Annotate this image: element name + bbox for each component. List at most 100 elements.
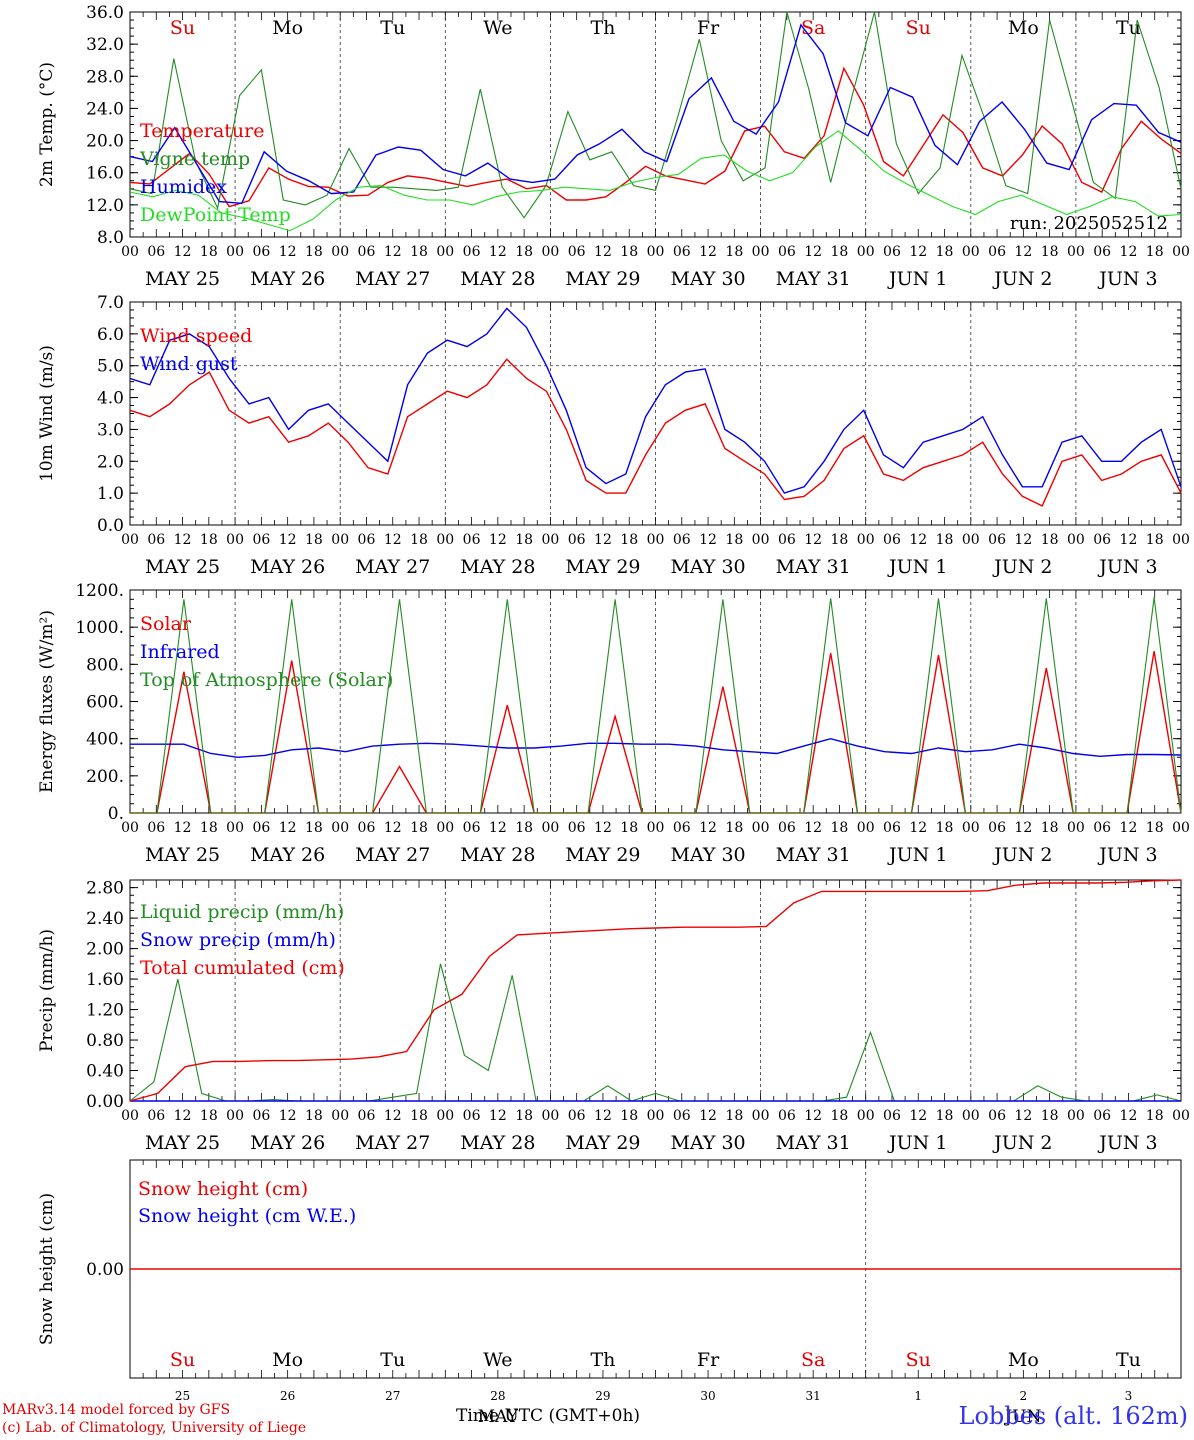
date-label: JUN 2 (992, 268, 1052, 290)
hour-label: 12 (699, 1108, 717, 1124)
y-tick-label: 12.0 (86, 196, 124, 216)
hour-label: 12 (279, 244, 297, 260)
hour-label: 12 (594, 1108, 612, 1124)
date-label: MAY 27 (355, 556, 430, 578)
y-tick-label: 20.0 (86, 132, 124, 152)
day-name: Tu (380, 1349, 405, 1371)
hour-label: 18 (410, 532, 428, 548)
y-tick-label: 3.0 (97, 420, 124, 440)
hour-label: 06 (988, 1108, 1006, 1124)
date-label: MAY 25 (145, 268, 220, 290)
day-number: 25 (175, 1389, 190, 1403)
series-line (130, 737, 1182, 759)
hour-label: 06 (673, 532, 691, 548)
hour-label: 06 (568, 244, 586, 260)
y-axis-title: 10m Wind (m/s) (37, 345, 57, 482)
date-label: MAY 28 (460, 1132, 535, 1154)
day-name: Fr (697, 17, 720, 39)
day-number: 3 (1125, 1389, 1133, 1403)
hour-label: 18 (515, 820, 533, 836)
series-line (129, 879, 1182, 1102)
hour-label: 12 (1120, 244, 1138, 260)
hour-label: 00 (857, 532, 875, 548)
legend-entry: Humidex (140, 176, 227, 198)
hour-label: 18 (305, 532, 323, 548)
series-line (129, 66, 1182, 208)
y-tick-label: 0.00 (86, 1260, 124, 1280)
hour-label: 06 (252, 1108, 270, 1124)
hour-label: 06 (252, 532, 270, 548)
y-tick-label: 0.00 (86, 1092, 124, 1112)
hour-label: 12 (174, 820, 192, 836)
hour-label: 12 (174, 244, 192, 260)
day-number: 2 (1020, 1389, 1028, 1403)
date-label: MAY 30 (670, 1132, 745, 1154)
y-tick-label: 1.0 (97, 484, 124, 504)
month-label: MAY (478, 1407, 519, 1427)
hour-label: 12 (909, 244, 927, 260)
panel-2: 0.0 1.0 2.0 3.0 4.0 5.0 6.0 7.0 10m Wind (m/s) 00… (37, 293, 1190, 578)
legend-entry: Snow precip (mm/h) (140, 929, 336, 951)
hour-label: 00 (752, 820, 770, 836)
hour-label: 18 (725, 1108, 743, 1124)
hour-label: 00 (121, 532, 139, 548)
hour-label: 18 (620, 244, 638, 260)
legend-entry: Solar (140, 613, 192, 635)
date-label: JUN 2 (992, 1132, 1052, 1154)
hour-label: 18 (1041, 1108, 1059, 1124)
hour-label: 00 (1067, 820, 1085, 836)
hour-label: 12 (909, 1108, 927, 1124)
series-line (129, 307, 1182, 494)
hour-label: 06 (358, 820, 376, 836)
hour-label: 18 (305, 820, 323, 836)
date-label: MAY 30 (670, 844, 745, 866)
date-label: MAY 25 (145, 1132, 220, 1154)
hour-label: 06 (1093, 1108, 1111, 1124)
date-label: MAY 31 (776, 1132, 851, 1154)
hour-label: 06 (778, 532, 796, 548)
y-tick-label: 8.0 (97, 228, 124, 248)
hour-label: 18 (1146, 532, 1164, 548)
hour-label: 06 (568, 1108, 586, 1124)
hour-label: 00 (1067, 244, 1085, 260)
y-tick-label: 2.0 (97, 452, 124, 472)
hour-label: 12 (699, 532, 717, 548)
hour-label: 00 (962, 820, 980, 836)
hour-label: 00 (962, 1108, 980, 1124)
panel-1: 8.0 12.0 16.0 20.0 24.0 28.0 32.0 36.0 2m Temp. … (37, 3, 1190, 290)
date-label: JUN 1 (887, 844, 947, 866)
day-number: 28 (490, 1389, 505, 1403)
hour-label: 18 (936, 1108, 954, 1124)
hour-label: 12 (1014, 532, 1032, 548)
hour-label: 12 (489, 1108, 507, 1124)
hour-label: 18 (936, 244, 954, 260)
date-label: JUN 2 (992, 556, 1052, 578)
hour-label: 12 (489, 532, 507, 548)
hour-label: 00 (1172, 532, 1190, 548)
hour-label: 00 (857, 820, 875, 836)
day-name: Sa (801, 17, 825, 39)
hour-label: 00 (226, 820, 244, 836)
hour-label: 06 (147, 532, 165, 548)
hour-label: 18 (200, 244, 218, 260)
day-name: Th (590, 1349, 615, 1371)
hour-label: 12 (279, 532, 297, 548)
date-label: MAY 26 (250, 268, 325, 290)
y-tick-label: 0.0 (97, 516, 124, 536)
hour-label: 18 (936, 820, 954, 836)
hour-label: 06 (147, 244, 165, 260)
y-tick-label: 2.80 (86, 879, 124, 899)
hour-label: 00 (541, 1108, 559, 1124)
hour-label: 18 (1146, 1108, 1164, 1124)
hour-label: 06 (463, 532, 481, 548)
date-label: MAY 27 (355, 268, 430, 290)
date-label: JUN 1 (887, 556, 947, 578)
date-label: MAY 31 (776, 268, 851, 290)
hour-label: 18 (1041, 532, 1059, 548)
hour-label: 06 (883, 244, 901, 260)
hour-label: 12 (1120, 532, 1138, 548)
hour-label: 00 (331, 820, 349, 836)
hour-label: 18 (936, 532, 954, 548)
date-label: JUN 1 (887, 1132, 947, 1154)
date-label: MAY 29 (565, 1132, 640, 1154)
